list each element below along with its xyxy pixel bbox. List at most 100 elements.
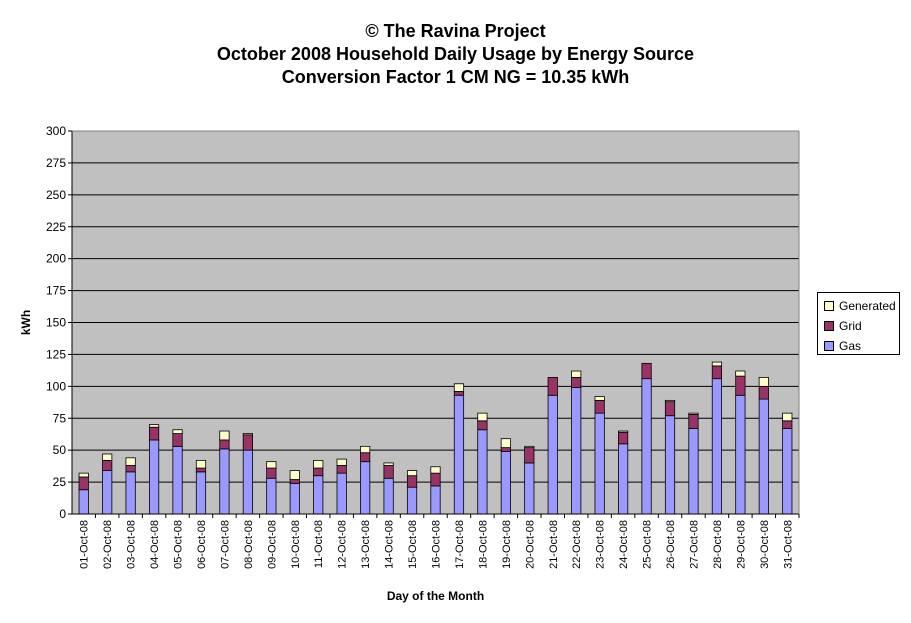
bar-segment-grid (406, 475, 418, 488)
x-tick-label: 29-Oct-08 (735, 520, 747, 569)
x-tick-label: 03-Oct-08 (126, 520, 138, 569)
bar-segment-grid (547, 376, 558, 396)
bar-segment-gas (430, 485, 441, 515)
x-tick-label: 28-Oct-08 (712, 520, 724, 569)
chart-titles: © The Ravina Project October 2008 Househ… (0, 20, 911, 89)
bar-segment-gas (289, 482, 300, 515)
bar-segment-grid (571, 376, 582, 389)
legend-swatch-gas (824, 341, 834, 351)
x-tick-label: 20-Oct-08 (524, 520, 536, 569)
x-tick-label: 13-Oct-08 (360, 520, 372, 569)
x-tick-label: 01-Oct-08 (79, 520, 91, 569)
x-tick-label: 14-Oct-08 (384, 520, 396, 569)
legend-label-grid: Grid (839, 319, 862, 333)
x-tick-label: 18-Oct-08 (477, 520, 489, 569)
bar-segment-gas (594, 412, 605, 515)
bar-segment-grid (758, 385, 769, 400)
gridlines (72, 130, 799, 483)
x-tick-label: 21-Oct-08 (548, 520, 560, 569)
bar-segment-grid (594, 399, 605, 414)
bar-segment-grid (664, 401, 676, 417)
bar-segment-generated (688, 412, 699, 415)
bar-segment-generated (148, 424, 160, 428)
bar-segment-generated (172, 429, 183, 434)
bar-segment-grid (195, 467, 207, 473)
bar-segment-gas (711, 378, 723, 515)
bar-segment-gas (78, 489, 89, 515)
bar-segment-grid (360, 452, 371, 463)
x-axis-label: Day of the Month (387, 589, 484, 603)
bar-segment-gas (266, 477, 277, 515)
x-tick-label: 04-Oct-08 (149, 520, 161, 569)
y-tick-label: 75 (53, 411, 67, 425)
bar-segment-grid (711, 365, 723, 380)
bar-segment-gas (524, 462, 535, 515)
axes (68, 130, 800, 518)
bar-segment-grid (735, 375, 746, 396)
x-tick-label: 05-Oct-08 (173, 520, 185, 569)
x-tick-label: 06-Oct-08 (196, 520, 208, 569)
bar-segment-generated (383, 462, 394, 466)
legend: Generated Grid Gas (817, 292, 900, 355)
y-tick-label: 100 (46, 379, 66, 393)
bar-segment-gas (195, 471, 207, 515)
y-tick-label: 25 (53, 475, 67, 489)
bar-segment-gas (360, 461, 371, 515)
chart-title-line-1: © The Ravina Project (365, 21, 546, 41)
y-tick-label: 125 (46, 347, 66, 361)
bar-segment-gas (735, 394, 746, 515)
chart-title-line-3: Conversion Factor 1 CM NG = 10.35 kWh (281, 67, 630, 87)
x-tick-label: 08-Oct-08 (243, 520, 255, 569)
y-tick-label: 200 (46, 252, 66, 266)
bar-segment-generated (500, 438, 511, 449)
x-tick-label: 10-Oct-08 (290, 520, 302, 569)
bar-segment-gas (336, 472, 347, 515)
bar-segment-gas (406, 486, 418, 515)
bar-segment-grid (782, 420, 793, 429)
y-tick-label: 225 (46, 220, 66, 234)
bar-segment-grid (289, 479, 300, 484)
legend-item-generated: Generated (824, 296, 899, 316)
y-tick-labels: 0 25 50 75 100 125 150 175 200 225 250 275 300 (46, 124, 66, 521)
legend-swatch-generated (824, 301, 834, 311)
bar-segment-generated (594, 396, 605, 401)
x-tick-label: 30-Oct-08 (759, 520, 771, 569)
bar-segment-gas (758, 398, 769, 515)
x-tick-label: 02-Oct-08 (102, 520, 114, 569)
bar-segment-gas (313, 475, 324, 515)
bar-segment-grid (641, 362, 652, 380)
legend-label-gas: Gas (839, 339, 862, 353)
y-tick-label: 0 (59, 507, 66, 521)
x-tick-label: 19-Oct-08 (501, 520, 513, 569)
bar-segment-grid (78, 476, 89, 491)
legend-label-generated: Generated (839, 299, 896, 313)
legend-swatch-grid (824, 321, 834, 331)
bar-segment-grid (242, 434, 253, 451)
bar-segment-grid (219, 439, 230, 450)
bar-segment-grid (383, 465, 394, 479)
bar-segment-gas (102, 470, 113, 515)
bar-segment-grid (125, 465, 136, 473)
chart-title-line-2: October 2008 Household Daily Usage by En… (216, 44, 695, 64)
bar-segment-generated (735, 370, 746, 377)
y-tick-label: 150 (46, 316, 66, 330)
bar-segment-generated (125, 457, 136, 466)
bar-segment-generated (711, 361, 723, 367)
bar-segment-grid (336, 465, 347, 474)
bar-segment-generated (313, 459, 324, 469)
bar-segment-gas (500, 451, 511, 515)
y-tick-label: 50 (53, 443, 67, 457)
x-tick-label: 17-Oct-08 (454, 520, 466, 569)
bar-segment-gas (383, 477, 394, 515)
bar-segment-generated (78, 472, 89, 478)
x-tick-label: 26-Oct-08 (665, 520, 677, 569)
bar-segment-gas (453, 394, 465, 515)
x-tick-label: 09-Oct-08 (266, 520, 278, 569)
bar-segment-generated (430, 466, 441, 474)
bar-segment-grid (688, 414, 699, 429)
bar-segment-gas (571, 387, 582, 515)
bar-segment-grid (102, 459, 113, 471)
bar-segment-generated (477, 412, 488, 422)
bar-segment-generated (782, 412, 793, 422)
